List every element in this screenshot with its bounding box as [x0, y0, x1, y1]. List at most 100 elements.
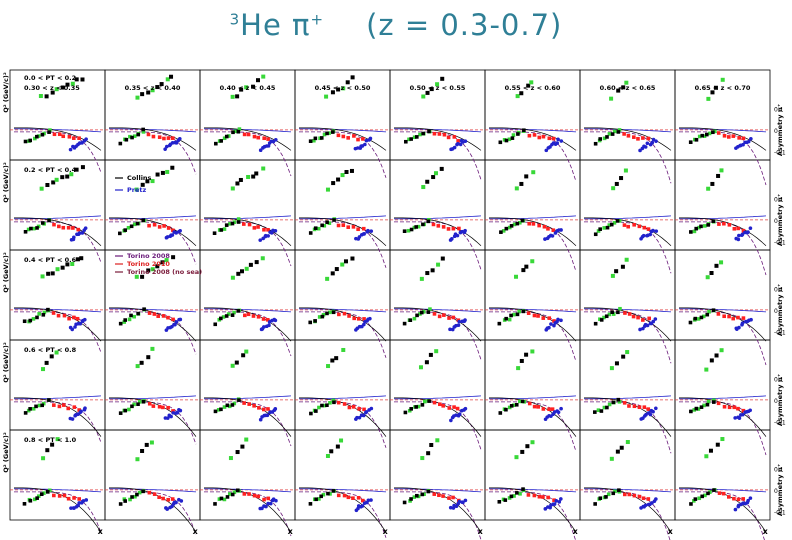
- asym-marker: [242, 401, 246, 405]
- asym-marker: [736, 226, 740, 231]
- asym-marker: [741, 142, 745, 147]
- panel-frame: [199, 159, 296, 251]
- asym-marker: [46, 307, 50, 312]
- asym-marker: [236, 129, 241, 134]
- asym-marker: [246, 132, 251, 137]
- asym-marker: [237, 127, 242, 131]
- q2-marker: [140, 182, 145, 187]
- asym-marker: [321, 312, 326, 317]
- asym-marker: [546, 226, 550, 231]
- asym-marker: [451, 226, 456, 231]
- asym-marker: [711, 219, 716, 223]
- asym-marker: [559, 228, 563, 232]
- asym-marker: [741, 408, 746, 413]
- q2-marker: [146, 268, 151, 273]
- pretz-curve: [14, 488, 102, 493]
- asym-marker: [733, 507, 738, 512]
- asym-marker: [236, 217, 241, 221]
- asym-marker: [347, 314, 351, 318]
- q2-marker: [344, 169, 349, 174]
- asym-marker: [543, 507, 548, 511]
- collins-curve: [394, 487, 482, 533]
- q2-marker: [611, 186, 616, 191]
- asym-marker: [274, 138, 278, 142]
- asym-marker: [521, 487, 525, 491]
- asym-marker: [507, 405, 512, 410]
- asym-marker: [694, 138, 699, 142]
- asym-marker: [72, 315, 76, 320]
- asym-marker: [463, 139, 468, 143]
- q2-marker: [435, 438, 440, 443]
- asym-marker: [28, 407, 32, 411]
- q2-marker: [60, 175, 65, 180]
- asym-axis-label: Asymmetry π⁺: [776, 104, 784, 156]
- pretz-curve: [204, 488, 292, 493]
- q2-marker: [54, 177, 59, 182]
- asym-marker: [607, 402, 612, 407]
- q2-marker: [325, 453, 330, 458]
- asym-marker: [414, 225, 418, 229]
- asym-marker: [266, 227, 270, 232]
- asym-marker: [731, 134, 736, 138]
- asym-marker: [749, 317, 753, 322]
- asym-marker: [355, 146, 360, 150]
- asym-marker: [497, 499, 502, 504]
- asym-marker: [178, 317, 183, 322]
- asym-marker: [544, 148, 549, 153]
- asym-marker: [313, 136, 318, 141]
- pretz-curve: [394, 308, 482, 313]
- q2-marker: [65, 262, 70, 267]
- asym-marker: [37, 312, 41, 316]
- asym-marker: [611, 312, 616, 316]
- asym-marker: [273, 407, 278, 411]
- asym-marker: [231, 130, 235, 135]
- asym-marker: [141, 127, 145, 132]
- asym-marker: [732, 496, 736, 501]
- asym-marker: [360, 504, 365, 508]
- asym-marker: [262, 407, 266, 412]
- asym-marker: [147, 223, 151, 228]
- asym-marker: [541, 134, 546, 139]
- asym-marker: [741, 497, 746, 501]
- asym-marker: [626, 224, 631, 229]
- asym-marker: [527, 221, 532, 226]
- q2-marker: [54, 87, 59, 92]
- asym-marker: [736, 406, 740, 411]
- asym-marker: [737, 136, 741, 140]
- x-axis-label: x: [288, 527, 294, 536]
- asym-marker: [609, 222, 614, 227]
- q2-marker: [49, 354, 54, 359]
- asym-marker: [613, 489, 617, 494]
- asym-tick-label: 0.1: [774, 196, 784, 203]
- asym-marker: [251, 314, 256, 318]
- q2-marker: [524, 264, 529, 269]
- asym-marker: [612, 221, 617, 225]
- q2-marker: [715, 442, 720, 447]
- asym-marker: [741, 316, 746, 320]
- asym-marker: [164, 144, 169, 149]
- asym-marker: [219, 228, 224, 232]
- asym-marker: [593, 502, 597, 506]
- q2-marker: [424, 360, 429, 365]
- q2-marker: [514, 274, 519, 279]
- asym-tick-label: 0: [774, 488, 778, 495]
- q2-marker: [428, 352, 433, 357]
- pretz-curve: [299, 215, 387, 220]
- asym-marker: [141, 130, 146, 134]
- asym-marker: [432, 400, 437, 405]
- asym-marker: [717, 491, 722, 495]
- asym-marker: [327, 310, 332, 315]
- asym-marker: [179, 499, 184, 503]
- asym-marker: [593, 410, 597, 414]
- pretz-curve: [394, 215, 482, 220]
- asym-marker: [346, 225, 351, 229]
- q2-marker: [609, 456, 614, 461]
- asym-marker: [711, 130, 715, 135]
- asym-marker: [602, 315, 606, 320]
- asym-marker: [552, 498, 556, 502]
- collins-curve: [14, 307, 102, 342]
- collins-curve: [14, 217, 102, 247]
- q2-marker: [40, 274, 45, 279]
- asym-marker: [362, 232, 366, 236]
- asym-marker: [40, 132, 45, 137]
